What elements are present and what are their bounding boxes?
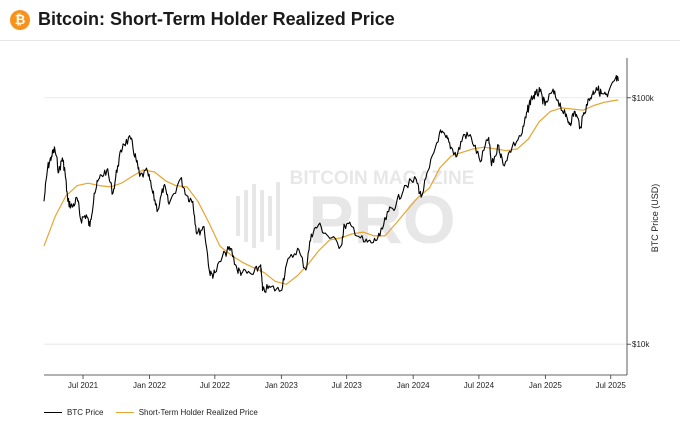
legend-swatch-sth-realized-price — [115, 412, 134, 413]
x-tick-label-1: Jan 2022 — [133, 381, 166, 390]
axes — [44, 58, 628, 376]
watermark-logo-icon — [236, 182, 280, 250]
x-tick-label-7: Jan 2025 — [529, 381, 562, 390]
x-ticks: Jul 2021 Jan 2022 Jul 2022 Jan 2023 Jul 2023… — [68, 375, 627, 390]
x-tick-label-4: Jul 2023 — [332, 381, 363, 390]
legend-label-btc-price: BTC Price — [67, 408, 104, 417]
legend-swatch-btc-price — [44, 412, 62, 413]
x-tick-label-2: Jul 2022 — [200, 381, 231, 390]
chart-header: ₿ Bitcoin: Short-Term Holder Realized Pr… — [0, 0, 680, 41]
legend-label-sth-realized-price: Short-Term Holder Realized Price — [138, 408, 258, 417]
page-title: Bitcoin: Short-Term Holder Realized Pric… — [38, 9, 395, 29]
y-tick-label-0: $100k — [632, 94, 655, 103]
watermark-top-text: BITCOIN MAGAZINE — [290, 168, 475, 189]
gridlines — [44, 97, 627, 345]
bitcoin-icon: ₿ — [10, 10, 30, 30]
legend-item-sth-realized-price: Short-Term Holder Realized Price — [115, 408, 258, 417]
y-tick-label-1: $10k — [632, 340, 650, 349]
legend: BTC Price Short-Term Holder Realized Pri… — [44, 406, 268, 420]
legend-item-btc-price: BTC Price — [44, 408, 103, 417]
series-layer — [43, 74, 619, 293]
series-line-sth-realized-price — [43, 99, 619, 285]
x-tick-label-5: Jan 2024 — [397, 381, 430, 390]
y-axis-label: BTC Price (USD) — [650, 184, 660, 253]
x-tick-label-8: Jul 2025 — [596, 381, 627, 390]
x-tick-label-0: Jul 2021 — [68, 381, 99, 390]
x-tick-label-3: Jan 2023 — [265, 381, 298, 390]
series-line-btc-price — [43, 74, 619, 293]
watermark-bottom-text: PRO — [308, 182, 455, 258]
y-ticks: $100k $10k — [627, 94, 655, 349]
watermark: BITCOIN MAGAZINE PRO — [236, 168, 474, 258]
x-tick-label-6: Jul 2024 — [464, 381, 495, 390]
chart-plot: BITCOIN MAGAZINE PRO Jul 2021 Jan 2022 Jul… — [43, 58, 660, 390]
